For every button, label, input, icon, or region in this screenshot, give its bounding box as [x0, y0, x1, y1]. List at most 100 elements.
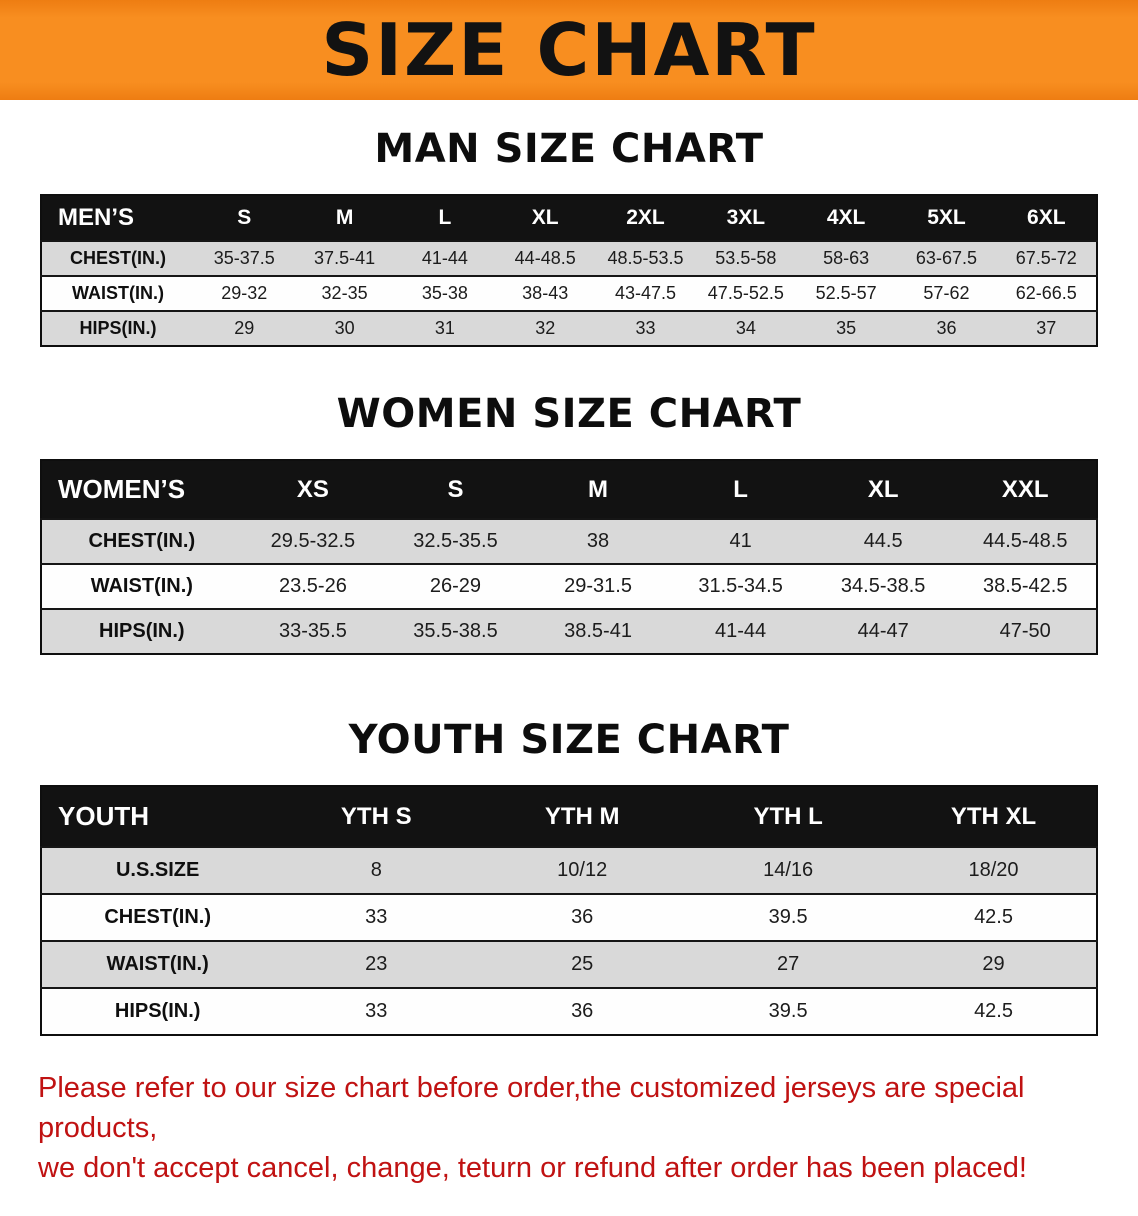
- value-cell: 44.5-48.5: [982, 530, 1068, 552]
- man-size-chart-heading: MAN SIZE CHART: [374, 126, 764, 172]
- table-header-row: WOMEN’S XS S M L XL XXL: [41, 460, 1097, 519]
- size-header-cell: YTH S: [340, 802, 412, 830]
- table-row: CHEST(IN.) 29.5-32.5 32.5-35.5 38 41 44.5 44.5…: [41, 519, 1097, 564]
- table-row: HIPS(IN.) 29 30 31 32 33 34 35 36 37: [41, 311, 1097, 346]
- table-header-row: YOUTH YTH S YTH M YTH L YTH XL: [41, 786, 1097, 847]
- size-header-cell: 3XL: [726, 206, 766, 229]
- value-cell: 33: [365, 1000, 388, 1022]
- size-header-cell: 4XL: [826, 206, 866, 229]
- value-cell: 53.5-58: [715, 248, 777, 268]
- table-row: WAIST(IN.) 23 25 27 29: [41, 941, 1097, 988]
- value-cell: 35: [836, 318, 857, 338]
- value-cell: 39.5: [768, 1000, 808, 1022]
- size-chart-content: MAN SIZE CHART MEN’S S M L XL 2XL 3XL 4XL 5XL 6XL…: [0, 100, 1138, 1216]
- men-size-section: MAN SIZE CHART MEN’S S M L XL 2XL 3XL 4XL 5XL 6XL…: [0, 100, 1138, 347]
- value-cell: 62-66.5: [1015, 283, 1077, 303]
- value-cell: 36: [571, 906, 594, 928]
- size-header-cell: XS: [296, 475, 329, 503]
- value-cell: 38-43: [522, 283, 569, 303]
- size-header-cell: L: [733, 475, 748, 503]
- value-cell: 31: [434, 318, 455, 338]
- size-header-cell: 5XL: [927, 206, 966, 229]
- value-cell: 30: [334, 318, 355, 338]
- table-row: WAIST(IN.) 29-32 32-35 35-38 38-43 43-47.5 47.…: [41, 276, 1097, 311]
- value-cell: 43-47.5: [614, 283, 677, 303]
- table-row: HIPS(IN.) 33-35.5 35.5-38.5 38.5-41 41-44 44-…: [41, 609, 1097, 654]
- table-row: CHEST(IN.) 33 36 39.5 42.5: [41, 894, 1097, 941]
- value-cell: 33-35.5: [278, 620, 347, 642]
- row-label-cell: HIPS(IN.): [99, 620, 185, 642]
- value-cell: 29.5-32.5: [270, 530, 356, 552]
- value-cell: 42.5: [974, 1000, 1013, 1022]
- value-cell: 39.5: [768, 906, 808, 928]
- table-header-row: MEN’S S M L XL 2XL 3XL 4XL 5XL 6XL: [41, 195, 1097, 241]
- value-cell: 38.5-42.5: [982, 575, 1068, 597]
- value-cell: 27: [776, 953, 800, 975]
- value-cell: 18/20: [968, 859, 1019, 881]
- size-header-cell: M: [588, 475, 609, 503]
- disclaimer-line-1: Please refer to our size chart before or…: [38, 1072, 1025, 1145]
- value-cell: 67.5-72: [1015, 248, 1077, 268]
- value-cell: 41-44: [421, 248, 468, 268]
- value-cell: 34.5-38.5: [840, 575, 926, 597]
- value-cell: 58-63: [823, 248, 870, 268]
- size-chart-banner: SIZE CHART: [0, 0, 1138, 100]
- table-row: HIPS(IN.) 33 36 39.5 42.5: [41, 988, 1097, 1035]
- value-cell: 26-29: [429, 575, 482, 597]
- youth-size-section: YOUTH SIZE CHART YOUTH YTH S YTH M YTH L YTH…: [0, 655, 1138, 1036]
- size-header-cell: S: [237, 206, 252, 229]
- value-cell: 35.5-38.5: [413, 620, 498, 642]
- value-cell: 35-37.5: [213, 248, 275, 268]
- youth-size-table: YOUTH YTH S YTH M YTH L YTH XL U.S.SIZE 8 10/12…: [40, 785, 1098, 1036]
- value-cell: 44-47: [857, 620, 909, 642]
- value-cell: 32: [535, 318, 556, 338]
- size-header-cell: XL: [867, 475, 899, 503]
- size-header-cell: 6XL: [1027, 206, 1066, 229]
- value-cell: 23: [365, 953, 388, 975]
- value-cell: 31.5-34.5: [698, 575, 783, 597]
- row-label-cell: HIPS(IN.): [114, 1000, 201, 1022]
- value-cell: 52.5-57: [815, 283, 877, 303]
- value-cell: 14/16: [763, 859, 814, 881]
- row-label-cell: HIPS(IN.): [79, 318, 157, 338]
- value-cell: 38: [586, 530, 610, 552]
- size-header-cell: M: [335, 206, 354, 229]
- row-label-cell: CHEST(IN.): [104, 906, 211, 928]
- value-cell: 29-31.5: [564, 575, 632, 597]
- value-cell: 42.5: [974, 906, 1013, 928]
- value-cell: 34: [735, 318, 756, 338]
- value-cell: 23.5-26: [278, 575, 347, 597]
- size-header-cell: YTH M: [544, 802, 620, 830]
- value-cell: 33: [365, 906, 388, 928]
- value-cell: 57-62: [923, 283, 970, 303]
- value-cell: 10/12: [557, 859, 608, 881]
- women-size-table: WOMEN’S XS S M L XL XXL CHEST(IN.) 29.5-32.5 32.5…: [40, 459, 1098, 655]
- value-cell: 29: [234, 318, 255, 338]
- size-chart-title: SIZE CHART: [321, 8, 817, 92]
- value-cell: 36: [936, 318, 957, 338]
- disclaimer-text: Please refer to our size chart before or…: [0, 1068, 1138, 1216]
- youth-size-chart-heading: YOUTH SIZE CHART: [348, 717, 790, 763]
- value-cell: 33: [635, 318, 656, 338]
- value-cell: 63-67.5: [915, 248, 977, 268]
- value-cell: 32-35: [321, 283, 368, 303]
- size-header-cell: XL: [531, 206, 559, 229]
- row-label-cell: WAIST(IN.): [106, 953, 209, 975]
- table-row: U.S.SIZE 8 10/12 14/16 18/20: [41, 847, 1097, 894]
- women-size-chart-heading: WOMEN SIZE CHART: [336, 391, 802, 437]
- size-header-cell: YTH XL: [950, 802, 1037, 830]
- value-cell: 41-44: [715, 620, 767, 642]
- table-title-cell: YOUTH: [58, 801, 149, 831]
- disclaimer-line-2: we don't accept cancel, change, teturn o…: [38, 1152, 1027, 1185]
- row-label-cell: U.S.SIZE: [115, 859, 200, 881]
- value-cell: 48.5-53.5: [607, 248, 684, 268]
- value-cell: 47.5-52.5: [707, 283, 784, 303]
- value-cell: 8: [370, 859, 382, 881]
- value-cell: 37: [1036, 318, 1057, 338]
- value-cell: 25: [571, 953, 594, 975]
- table-title-cell: MEN’S: [58, 204, 135, 231]
- row-label-cell: WAIST(IN.): [72, 283, 165, 303]
- size-header-cell: YTH L: [753, 802, 823, 830]
- value-cell: 35-38: [421, 283, 468, 303]
- table-row: CHEST(IN.) 35-37.5 37.5-41 41-44 44-48.5 48.5…: [41, 241, 1097, 276]
